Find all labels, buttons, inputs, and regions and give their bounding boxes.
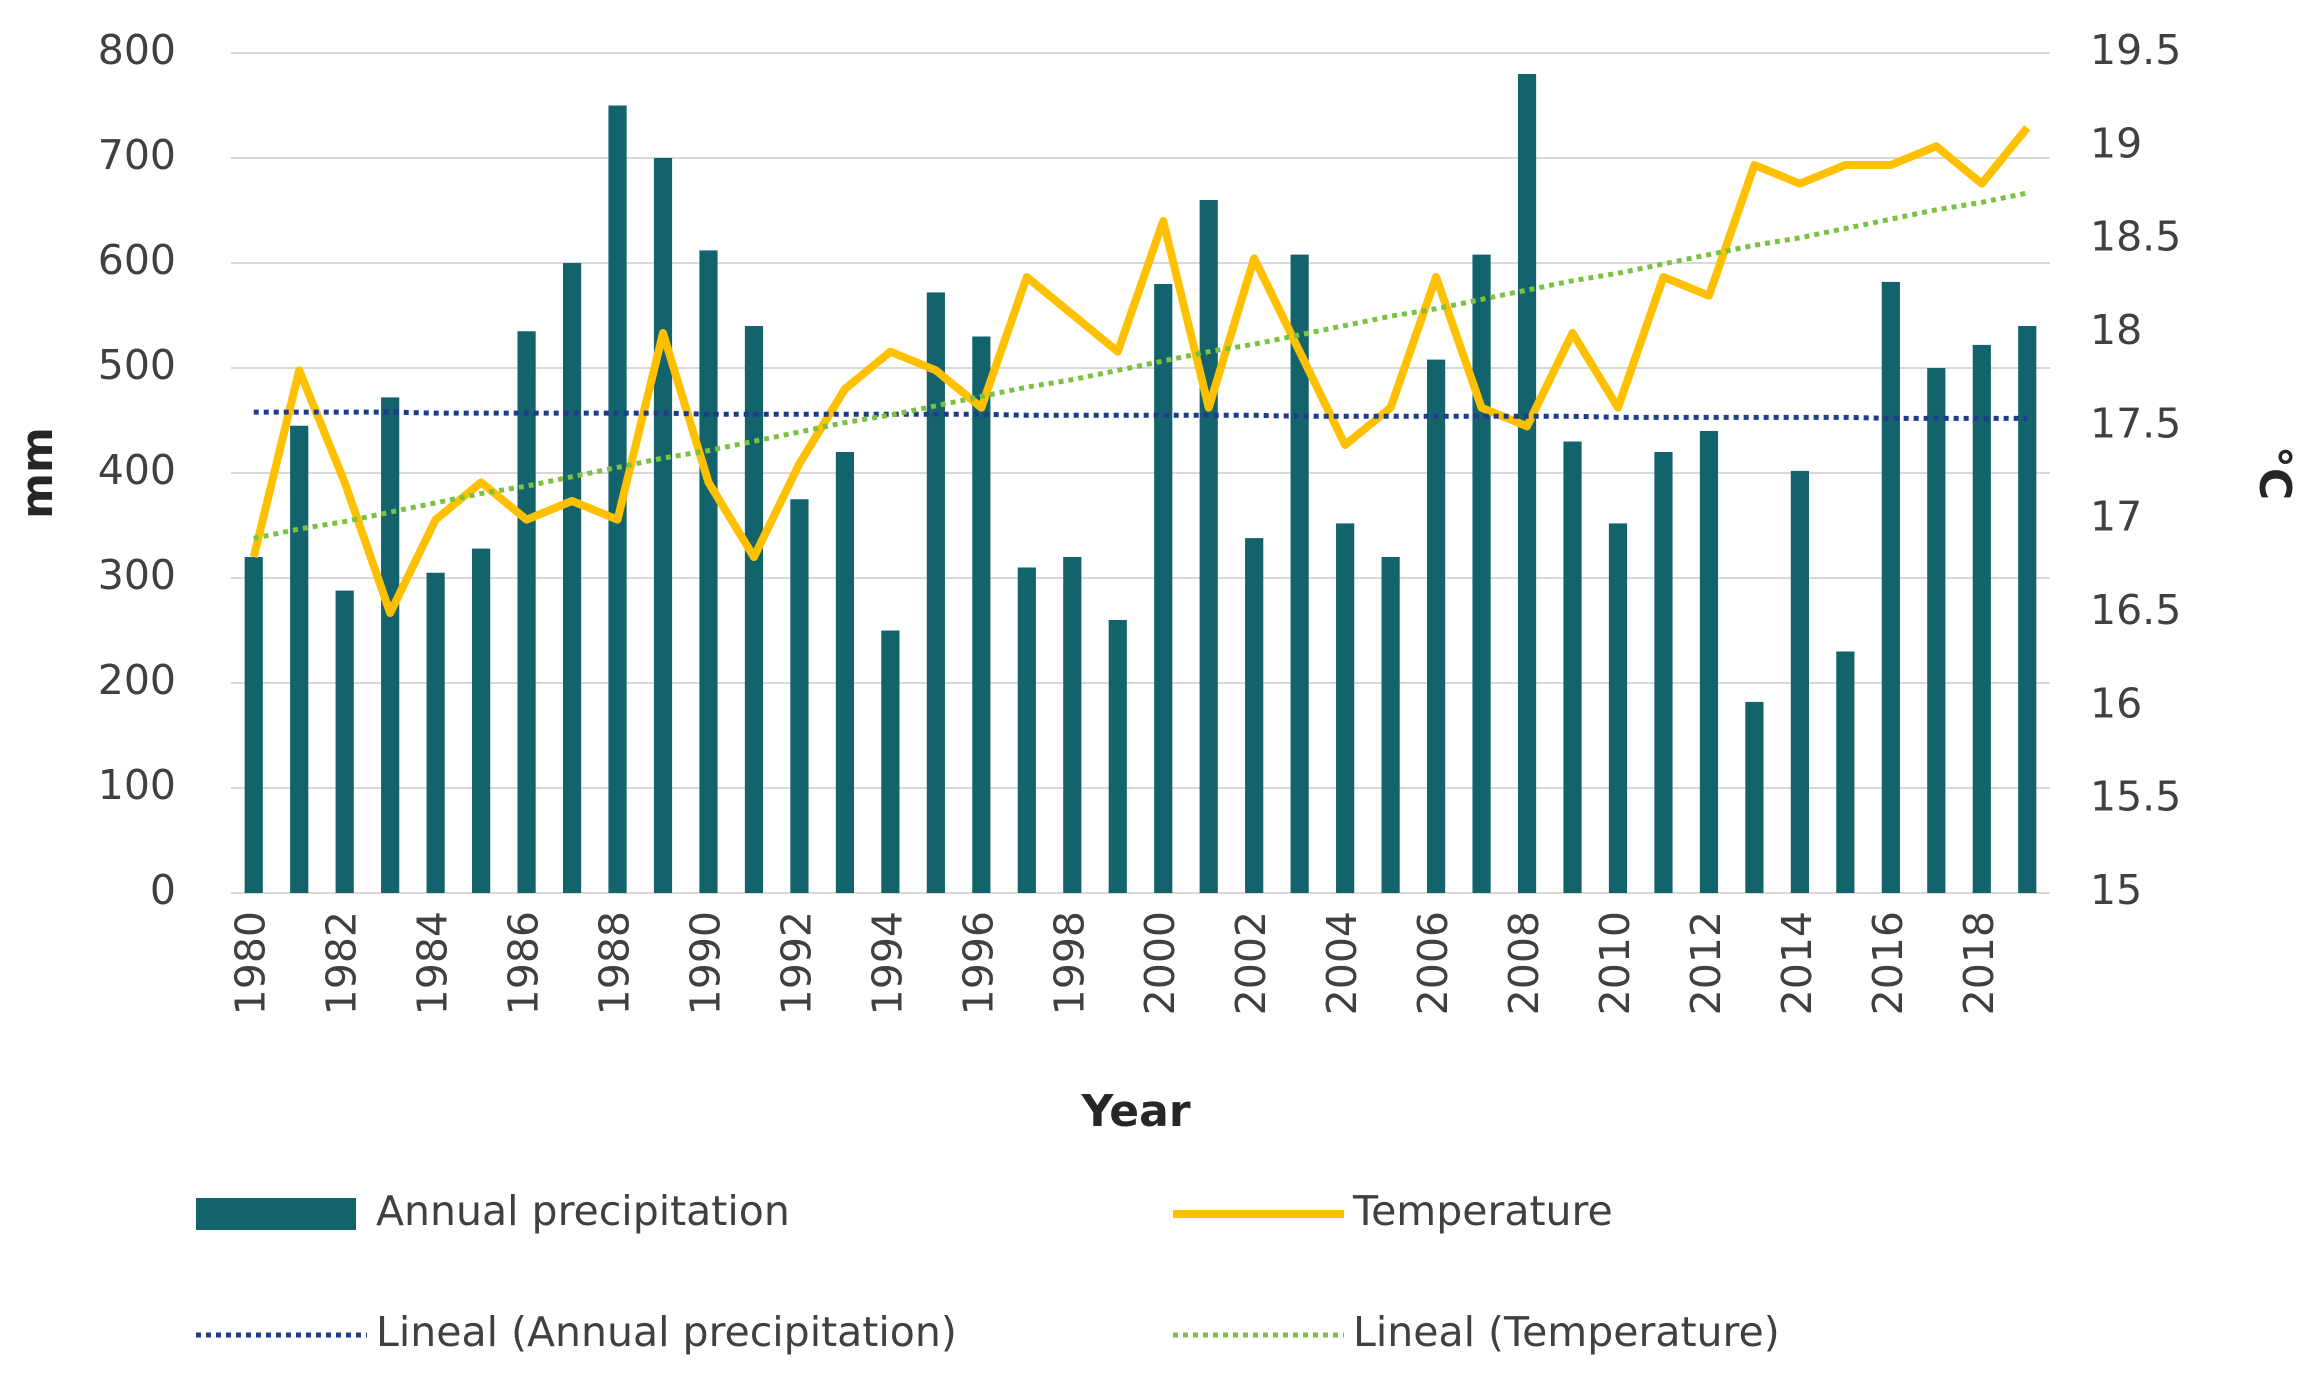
y2-tick-label: 18 bbox=[2090, 306, 2142, 354]
x-tick-label: 1988 bbox=[591, 911, 639, 1015]
y-tick-label: 200 bbox=[98, 656, 176, 704]
bar bbox=[608, 105, 627, 893]
x-tick-label: 2004 bbox=[1318, 911, 1366, 1015]
bar bbox=[290, 425, 309, 893]
x-tick-label: 1990 bbox=[681, 911, 729, 1015]
bar bbox=[1245, 538, 1264, 893]
bar bbox=[1426, 359, 1446, 894]
x-tick-label: 1994 bbox=[863, 911, 911, 1015]
y2-tick-label: 18.5 bbox=[2090, 213, 2181, 261]
x-tick-label: 1980 bbox=[227, 911, 275, 1015]
bar bbox=[926, 292, 945, 893]
bar bbox=[244, 557, 263, 893]
bar bbox=[1063, 557, 1082, 893]
legend-label: Lineal (Annual precipitation) bbox=[376, 1308, 957, 1356]
bar bbox=[1381, 557, 1400, 893]
x-tick-label: 2018 bbox=[1955, 911, 2003, 1015]
y2-tick-label: 16 bbox=[2090, 679, 2142, 727]
y2-tick-label: 19 bbox=[2090, 119, 2142, 167]
bar bbox=[835, 452, 855, 893]
bar bbox=[1881, 281, 1900, 893]
bar bbox=[1517, 74, 1537, 893]
y2-tick-label: 17 bbox=[2090, 493, 2142, 541]
y-tick-label: 300 bbox=[98, 551, 176, 599]
x-tick-label: 1992 bbox=[772, 911, 820, 1015]
bar bbox=[1108, 620, 1127, 893]
bar bbox=[699, 250, 718, 893]
legend-label: Lineal (Temperature) bbox=[1353, 1308, 1780, 1356]
bar bbox=[1336, 523, 1355, 893]
y2-tick-label: 15.5 bbox=[2090, 773, 2181, 821]
y-axis-title: mm bbox=[12, 427, 63, 519]
x-tick-label: 1984 bbox=[409, 911, 457, 1015]
bar bbox=[1927, 368, 1946, 893]
bar bbox=[472, 548, 491, 893]
bar bbox=[653, 158, 673, 893]
bar bbox=[1608, 523, 1628, 893]
y2-tick-label: 17.5 bbox=[2090, 399, 2181, 447]
x-tick-label: 1986 bbox=[500, 911, 548, 1015]
x-tick-label: 1996 bbox=[954, 911, 1002, 1015]
bar bbox=[1472, 254, 1491, 894]
bar bbox=[2018, 326, 2037, 893]
bar bbox=[517, 331, 536, 893]
bar bbox=[1790, 470, 1809, 893]
bar bbox=[881, 630, 900, 893]
y2-tick-label: 15 bbox=[2090, 866, 2142, 914]
bar bbox=[790, 499, 809, 893]
y-tick-label: 700 bbox=[98, 131, 176, 179]
bar bbox=[1563, 441, 1582, 893]
x-tick-label: 1982 bbox=[318, 911, 366, 1015]
bar bbox=[562, 263, 582, 893]
y2-tick-label: 19.5 bbox=[2090, 26, 2181, 74]
x-tick-label: 2002 bbox=[1227, 911, 1275, 1015]
bar bbox=[381, 397, 400, 893]
bar bbox=[1745, 701, 1764, 893]
x-axis-title: Year bbox=[1080, 1086, 1190, 1137]
line bbox=[249, 125, 2031, 617]
legend-label: Temperature bbox=[1352, 1187, 1613, 1235]
bar bbox=[1699, 431, 1719, 893]
x-tick-label: 2000 bbox=[1136, 911, 1184, 1015]
x-tick-label: 2014 bbox=[1773, 911, 1821, 1015]
y-tick-label: 0 bbox=[150, 866, 176, 914]
legend-label: Annual precipitation bbox=[376, 1187, 790, 1235]
y2-axis-title: °C bbox=[2249, 446, 2300, 500]
x-tick-label: 2006 bbox=[1409, 911, 1457, 1015]
bar bbox=[1199, 200, 1218, 893]
bar bbox=[426, 572, 445, 893]
bar bbox=[972, 336, 991, 893]
x-tick-label: 2010 bbox=[1591, 911, 1639, 1015]
bar bbox=[335, 590, 354, 893]
y-tick-label: 600 bbox=[98, 236, 176, 284]
y-tick-label: 100 bbox=[98, 761, 176, 809]
bar bbox=[1972, 344, 1991, 893]
x-tick-label: 2016 bbox=[1864, 911, 1912, 1015]
y-tick-label: 800 bbox=[98, 26, 176, 74]
y-tick-label: 500 bbox=[98, 341, 176, 389]
bar bbox=[1654, 452, 1673, 893]
y2-tick-label: 16.5 bbox=[2090, 586, 2181, 634]
x-tick-label: 2008 bbox=[1500, 911, 1548, 1015]
bar bbox=[1017, 567, 1036, 893]
x-tick-label: 1998 bbox=[1045, 911, 1093, 1015]
y-tick-label: 400 bbox=[98, 446, 176, 494]
bar bbox=[1154, 284, 1173, 893]
bar bbox=[1836, 651, 1855, 893]
trend-line bbox=[253, 190, 2028, 541]
legend-swatch bbox=[196, 1198, 356, 1230]
x-tick-label: 2012 bbox=[1682, 911, 1730, 1015]
bar bbox=[744, 326, 764, 893]
